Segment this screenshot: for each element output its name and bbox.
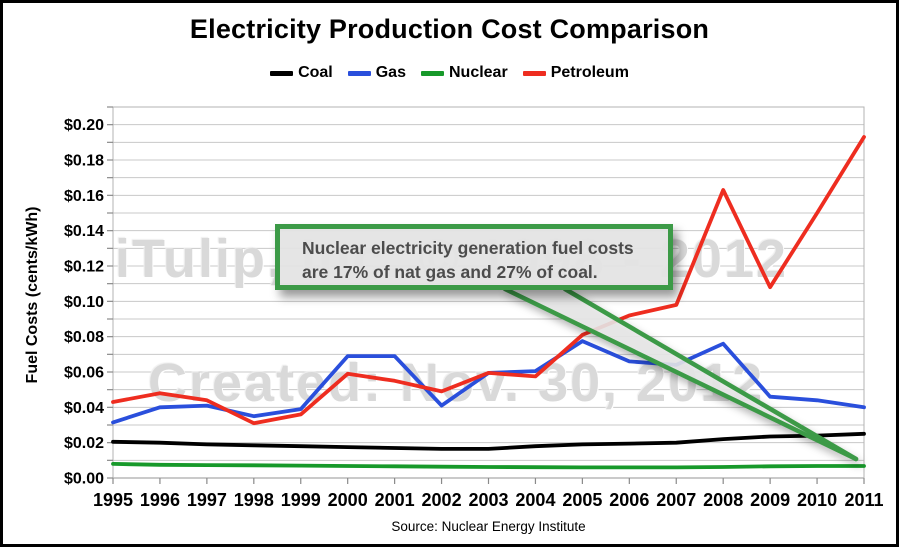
- annotation-callout-box: Nuclear electricity generation fuel cost…: [275, 224, 673, 290]
- legend-item-coal: Coal: [270, 64, 333, 82]
- legend-dash-icon: [420, 70, 444, 76]
- x-tick-label: 1995: [93, 490, 133, 510]
- annotation-text-line1: Nuclear electricity generation fuel cost…: [302, 238, 634, 258]
- x-tick-label: 2007: [656, 490, 696, 510]
- x-tick-label: 2000: [328, 490, 368, 510]
- source-credit: Source: Nuclear Energy Institute: [391, 519, 586, 534]
- legend-item-petroleum: Petroleum: [522, 64, 629, 82]
- legend-dash-icon: [347, 70, 371, 76]
- chart-title: Electricity Production Cost Comparison: [189, 14, 710, 44]
- y-tick-label: $0.04: [64, 400, 104, 417]
- x-tick-label: 2006: [609, 490, 649, 510]
- x-tick-label: 1997: [187, 490, 227, 510]
- y-tick-label: $0.06: [64, 365, 104, 382]
- series-line-coal: [111, 431, 866, 451]
- y-tick-label: $0.14: [64, 223, 104, 240]
- legend-label: Nuclear: [448, 64, 508, 81]
- x-tick-label: 2011: [844, 490, 883, 510]
- y-tick-label: $0.08: [64, 329, 104, 346]
- y-tick-label: $0.18: [64, 153, 104, 170]
- legend-dash-icon: [270, 70, 294, 76]
- x-tick-label: 2002: [422, 490, 462, 510]
- y-tick-label: $0.10: [64, 294, 104, 311]
- legend: Coal Gas Nuclear Petroleum: [3, 64, 896, 82]
- legend-label: Gas: [375, 64, 406, 81]
- x-tick-label: 2003: [468, 490, 508, 510]
- x-tick-label: 1999: [281, 490, 321, 510]
- x-tick-label: 2005: [562, 490, 602, 510]
- annotation-text-line2: are 17% of nat gas and 27% of coal.: [302, 262, 598, 282]
- plot-frame: [112, 106, 865, 479]
- x-tick-label: 2001: [375, 490, 415, 510]
- legend-item-nuclear: Nuclear: [420, 64, 508, 82]
- y-tick-label: $0.20: [64, 117, 104, 134]
- y-tick-label: $0.02: [64, 435, 104, 452]
- x-tick-label: 2010: [797, 490, 837, 510]
- legend-label: Petroleum: [550, 64, 629, 81]
- legend-dash-icon: [522, 70, 546, 76]
- x-tick-label: 1998: [234, 490, 274, 510]
- series-line-nuclear: [111, 461, 866, 470]
- legend-label: Coal: [298, 64, 333, 81]
- x-tick-label: 1996: [140, 490, 180, 510]
- y-tick-label: $0.00: [64, 471, 104, 488]
- watermark-created-date: Created: Nov. 30, 2012: [148, 353, 765, 413]
- y-axis-title: Fuel Costs (cents/kWh): [24, 206, 41, 384]
- x-tick-label: 2004: [515, 490, 555, 510]
- y-tick-label: $0.16: [64, 188, 104, 205]
- legend-item-gas: Gas: [347, 64, 406, 82]
- x-tick-label: 2008: [703, 490, 743, 510]
- y-tick-label: $0.12: [64, 259, 104, 276]
- x-tick-label: 2009: [750, 490, 790, 510]
